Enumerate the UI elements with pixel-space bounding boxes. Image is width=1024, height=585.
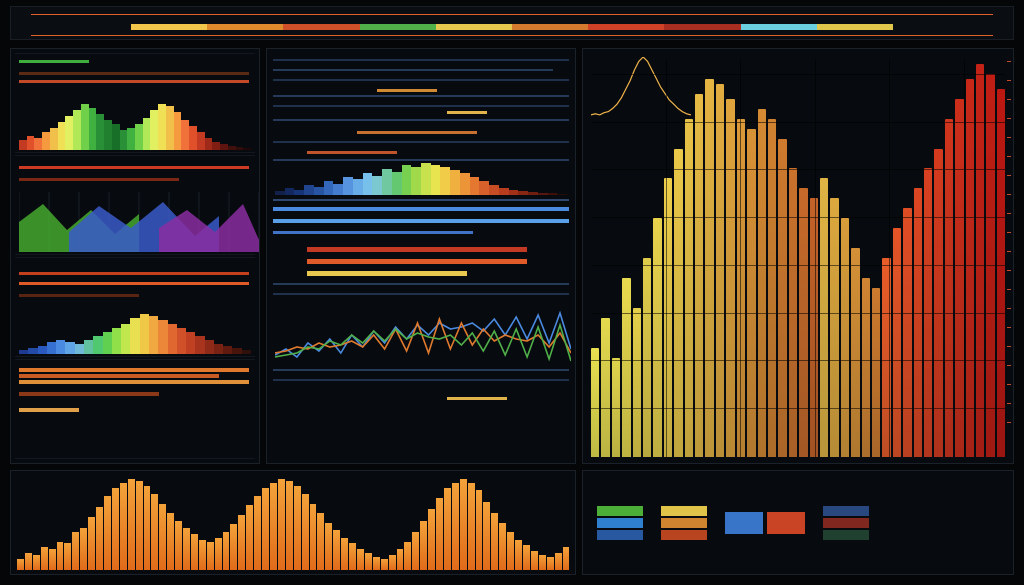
left-panel xyxy=(10,48,260,464)
swatch-group xyxy=(823,506,869,540)
swatch-group xyxy=(597,506,643,540)
color-swatch xyxy=(767,512,805,534)
color-swatch xyxy=(661,506,707,516)
left-cell-3 xyxy=(15,257,255,357)
left-cell-4 xyxy=(15,359,255,459)
bottom-left-panel xyxy=(10,470,576,575)
color-swatch xyxy=(597,518,643,528)
center-panel xyxy=(266,48,576,464)
color-swatch xyxy=(823,506,869,516)
color-swatch xyxy=(597,506,643,516)
color-swatch xyxy=(661,530,707,540)
swatch-pair xyxy=(725,512,805,534)
color-swatch xyxy=(823,518,869,528)
top-line-1 xyxy=(31,14,993,15)
top-gradient-bar xyxy=(131,24,893,30)
left-cell-1 xyxy=(15,53,255,153)
top-gradient-strip xyxy=(10,6,1014,40)
swatch-group xyxy=(661,506,707,540)
color-swatch xyxy=(725,512,763,534)
right-bar-chart xyxy=(591,59,1005,457)
color-swatch xyxy=(823,530,869,540)
left-cell-2 xyxy=(15,155,255,255)
color-swatch xyxy=(597,530,643,540)
dashboard-grid xyxy=(10,48,1014,575)
color-swatch xyxy=(661,518,707,528)
bottom-right-panel xyxy=(582,470,1014,575)
right-panel xyxy=(582,48,1014,464)
top-line-2 xyxy=(31,35,993,36)
bottom-histogram xyxy=(17,475,569,570)
